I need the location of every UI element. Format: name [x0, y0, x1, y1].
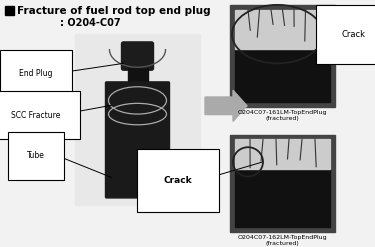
Bar [235, 139, 330, 227]
Text: O204C07-161LM-TopEndPlug
(fractured): O204C07-161LM-TopEndPlug (fractured) [238, 110, 327, 121]
Bar [230, 5, 335, 107]
FancyBboxPatch shape [122, 42, 153, 70]
Bar [128, 68, 147, 83]
Text: End Plug: End Plug [19, 69, 53, 78]
Bar [235, 139, 330, 169]
Bar [235, 10, 330, 49]
Bar [230, 135, 335, 232]
Text: SCC Fracture: SCC Fracture [11, 111, 61, 120]
Bar [235, 10, 330, 102]
FancyBboxPatch shape [105, 82, 170, 198]
Text: Tube: Tube [27, 151, 45, 161]
Text: O204C07-162LM-TopEndPlug
(fractured): O204C07-162LM-TopEndPlug (fractured) [238, 235, 327, 246]
Text: Crack: Crack [341, 30, 365, 39]
Bar [75, 34, 200, 205]
Text: : O204-C07: : O204-C07 [60, 18, 121, 28]
Bar [5, 6, 14, 15]
FancyArrow shape [205, 90, 247, 121]
Text: Crack: Crack [164, 176, 192, 185]
Text: Fracture of fuel rod top end plug: Fracture of fuel rod top end plug [17, 6, 211, 16]
